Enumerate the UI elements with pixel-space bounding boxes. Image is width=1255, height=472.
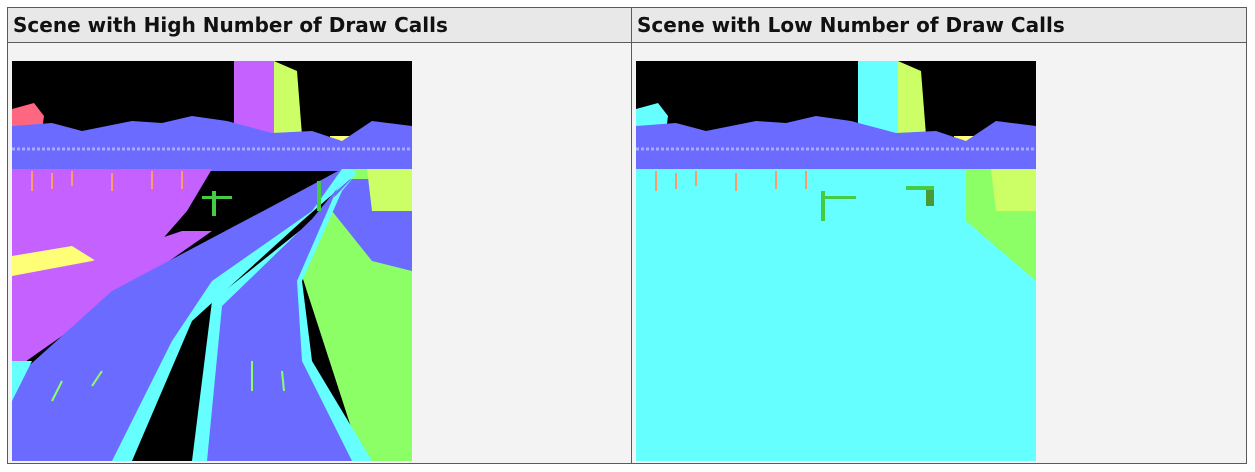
column-divider bbox=[631, 8, 632, 463]
low-draw-calls-scene-svg bbox=[636, 61, 1036, 461]
header-high-draw-calls: Scene with High Number of Draw Calls bbox=[13, 13, 448, 37]
header-low-draw-calls: Scene with Low Number of Draw Calls bbox=[637, 13, 1065, 37]
comparison-table: Scene with High Number of Draw Calls Sce… bbox=[7, 7, 1247, 464]
table-header-row: Scene with High Number of Draw Calls Sce… bbox=[8, 8, 1246, 43]
low-draw-calls-scene-image bbox=[636, 61, 1036, 461]
high-draw-calls-scene-svg bbox=[12, 61, 412, 461]
high-draw-calls-scene-image bbox=[12, 61, 412, 461]
